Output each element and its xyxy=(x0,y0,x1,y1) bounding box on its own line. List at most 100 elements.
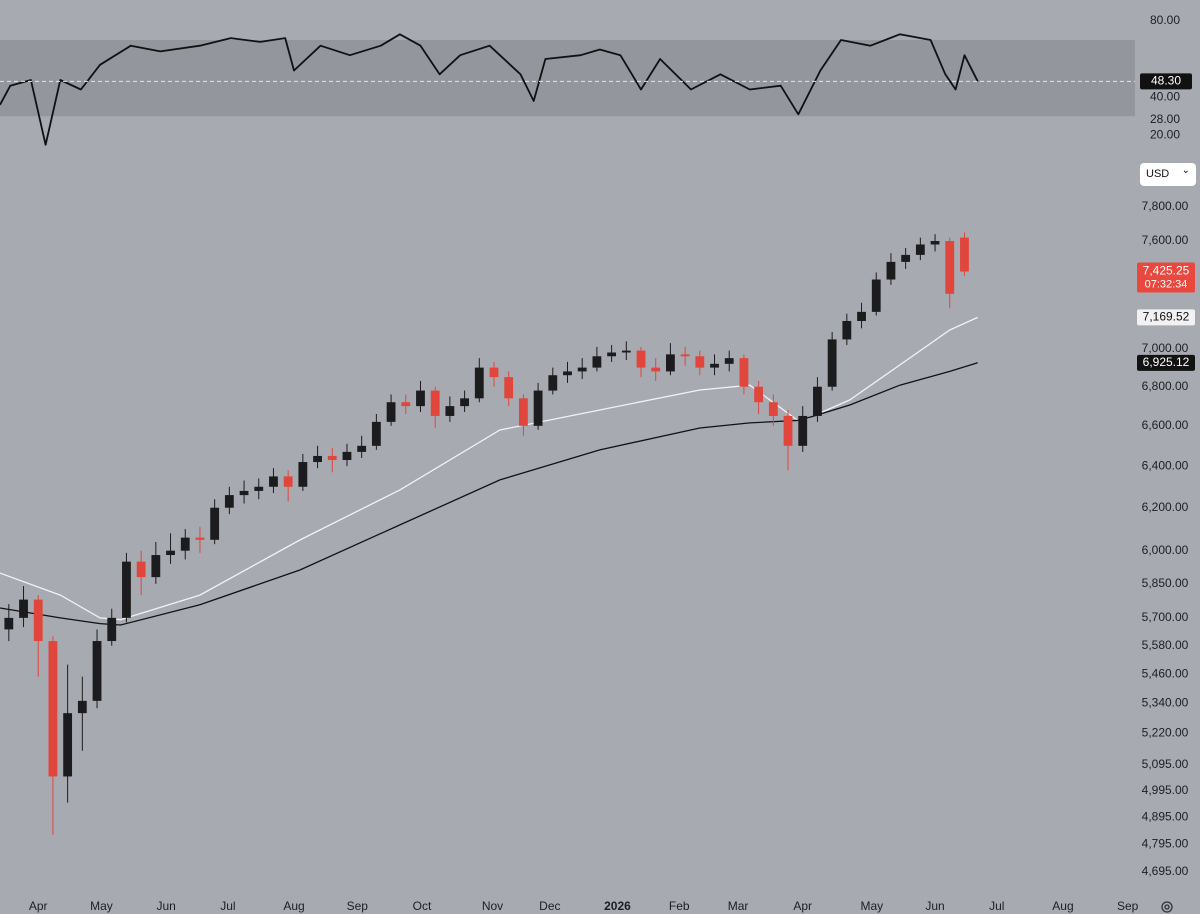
candle-body xyxy=(430,390,440,416)
candle-body xyxy=(269,476,278,487)
candle-body xyxy=(577,367,587,372)
y-tick-label: 20.00 xyxy=(1150,127,1180,141)
x-tick-label: Sep xyxy=(347,899,369,913)
ma-label-box xyxy=(1137,354,1195,371)
ma-label: 7,169.52 xyxy=(1143,310,1190,324)
y-tick-label: 6,400.00 xyxy=(1142,458,1189,472)
x-tick-label: Jul xyxy=(989,899,1004,913)
x-tick-label: Aug xyxy=(1052,899,1073,913)
y-tick-label: 4,695.00 xyxy=(1142,864,1189,878)
candle-body xyxy=(48,641,58,777)
y-tick-label: 6,600.00 xyxy=(1142,418,1189,432)
y-tick-label: 40.00 xyxy=(1150,89,1180,103)
x-tick-label: Sep xyxy=(1117,899,1139,913)
ma-label: 6,925.12 xyxy=(1143,355,1190,369)
candle-body xyxy=(710,363,719,368)
candle-body xyxy=(401,402,411,407)
x-tick-label: May xyxy=(90,899,113,913)
candle-body xyxy=(371,421,381,446)
moving-average xyxy=(0,362,978,626)
candle-body xyxy=(445,406,455,416)
candle-body xyxy=(680,354,690,357)
candle-body xyxy=(813,386,822,416)
candle-body xyxy=(739,358,749,387)
candle-body xyxy=(210,507,220,540)
candle-body xyxy=(768,402,778,416)
settings-icon[interactable] xyxy=(1161,901,1173,913)
y-tick-label: 7,800.00 xyxy=(1142,199,1189,213)
y-tick-label: 5,220.00 xyxy=(1142,725,1189,739)
x-tick-label: Feb xyxy=(669,899,690,913)
y-tick-label: 4,795.00 xyxy=(1142,836,1189,850)
value-label: 48.30 xyxy=(1151,74,1181,88)
candle-body xyxy=(386,402,396,422)
x-tick-label: 2026 xyxy=(604,899,631,913)
candle-body xyxy=(930,241,940,245)
candle-body xyxy=(533,390,543,426)
candle-body xyxy=(901,254,911,262)
candle-body xyxy=(166,550,175,556)
x-tick-label: Aug xyxy=(283,899,304,913)
x-tick-label: Nov xyxy=(482,899,503,913)
candle-body xyxy=(724,358,734,364)
candle-body xyxy=(857,311,866,321)
candle-body xyxy=(636,350,646,368)
x-tick-label: Jun xyxy=(925,899,944,913)
candle-body xyxy=(357,445,367,452)
candle-body xyxy=(489,367,499,378)
candle-body xyxy=(827,339,837,387)
candle-body xyxy=(915,244,925,255)
last-price-box xyxy=(1137,262,1195,293)
y-tick-label: 5,340.00 xyxy=(1142,695,1189,709)
candle-body xyxy=(33,599,43,642)
candle-body xyxy=(886,261,896,280)
candle-body xyxy=(695,356,705,368)
candle-body xyxy=(77,700,87,714)
y-tick-label: 6,200.00 xyxy=(1142,500,1189,514)
candle-body xyxy=(313,455,322,463)
x-tick-label: Dec xyxy=(539,899,560,913)
candle-body xyxy=(563,371,572,376)
candle-body xyxy=(136,561,146,578)
y-tick-label: 6,800.00 xyxy=(1142,379,1189,393)
candle-body xyxy=(298,462,308,487)
y-tick-label: 5,460.00 xyxy=(1142,666,1189,680)
x-tick-label: Apr xyxy=(29,899,48,913)
currency-select[interactable]: USD xyxy=(1140,159,1196,186)
candle-body xyxy=(342,451,352,461)
last-price-label: 7,425.25 xyxy=(1143,264,1190,278)
candle-body xyxy=(4,617,14,630)
candle-body xyxy=(607,352,617,357)
candle-body xyxy=(592,356,602,368)
candle-body xyxy=(180,537,190,551)
rsi-line xyxy=(0,33,979,146)
candle-body xyxy=(945,241,955,294)
x-tick-label: May xyxy=(860,899,883,913)
y-tick-label: 5,700.00 xyxy=(1142,610,1189,624)
y-tick-label: 7,000.00 xyxy=(1142,341,1189,355)
y-tick-label: 4,895.00 xyxy=(1142,809,1189,823)
candle-body xyxy=(666,354,675,372)
y-tick-label: 5,580.00 xyxy=(1142,638,1189,652)
candle-body xyxy=(798,415,808,446)
ma-label-box xyxy=(1137,309,1195,326)
y-tick-label: 6,000.00 xyxy=(1142,543,1189,557)
x-tick-label: Jun xyxy=(156,899,175,913)
candle-body xyxy=(842,320,852,340)
candle-body xyxy=(63,713,73,777)
candle-body xyxy=(254,486,264,491)
candle-body xyxy=(195,537,205,540)
candle-body xyxy=(960,237,969,272)
x-tick-label: Mar xyxy=(728,899,749,913)
y-tick-label: 7,600.00 xyxy=(1142,233,1189,247)
x-tick-label: Apr xyxy=(793,899,812,913)
candle-body xyxy=(107,617,117,642)
y-tick-label: 5,095.00 xyxy=(1142,757,1189,771)
candle-body xyxy=(19,599,28,618)
candle-body xyxy=(548,375,558,391)
candle-body xyxy=(239,490,249,496)
candle-body xyxy=(621,350,631,353)
candle-body xyxy=(871,279,881,312)
candle-body xyxy=(504,377,514,399)
